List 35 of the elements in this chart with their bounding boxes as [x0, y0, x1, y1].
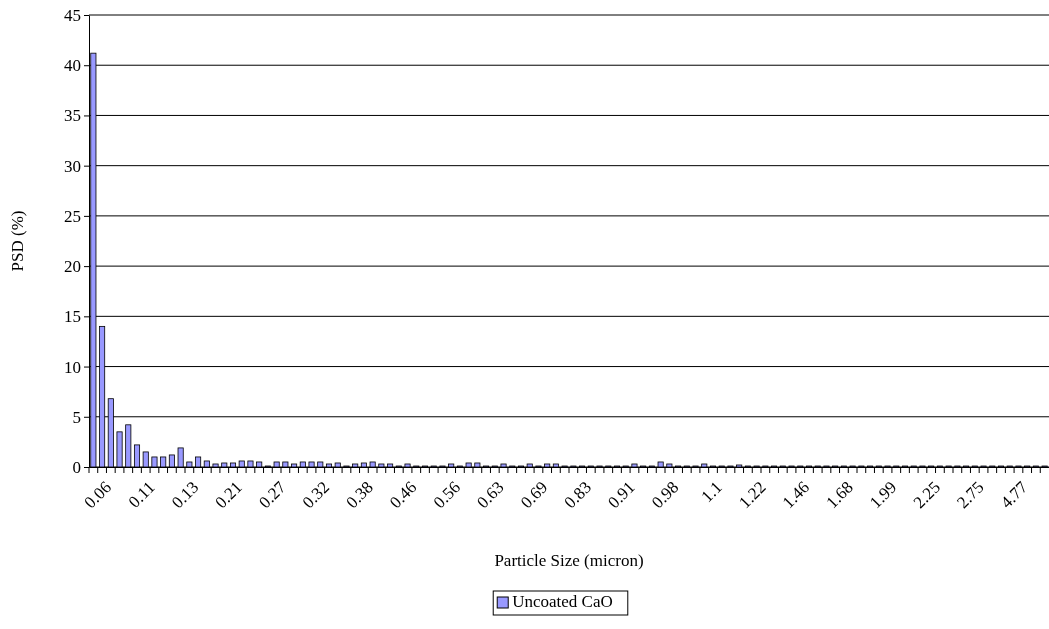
y-tick-label: 40 [64, 56, 81, 76]
x-tick-label: 0.98 [647, 477, 683, 513]
x-axis-title: Particle Size (micron) [494, 551, 644, 570]
x-tick-label: 4.77 [996, 477, 1032, 513]
x-tick-label: 0.63 [473, 477, 508, 513]
x-tick-label: 0.83 [560, 477, 595, 513]
x-tick-label: 0.13 [167, 477, 203, 513]
x-tick-label: 1.1 [697, 477, 726, 507]
x-tick-label: 0.11 [124, 477, 159, 512]
x-tick-label: 0.27 [255, 477, 290, 513]
x-tick-label: 1.22 [735, 477, 770, 513]
x-tick-label: 2.25 [909, 477, 945, 513]
x-tick-label: 1.99 [865, 477, 901, 513]
x-tick-label: 0.56 [429, 477, 465, 513]
x-tick-label: 0.69 [516, 477, 552, 513]
x-tick-label: 0.21 [211, 477, 246, 513]
x-tick-label: 2.75 [953, 477, 988, 513]
y-tick-label: 35 [64, 106, 81, 126]
x-tick-label: 0.91 [604, 477, 639, 513]
y-tick-label: 15 [64, 307, 81, 327]
y-tick-label: 5 [72, 407, 81, 427]
x-tick-label: 1.46 [778, 477, 814, 513]
y-tick-label: 20 [64, 257, 81, 277]
y-axis-title: PSD (%) [8, 210, 27, 272]
x-tick-label: 0.46 [385, 477, 421, 513]
y-tick-label: 10 [64, 357, 81, 377]
y-tick-label: 0 [72, 457, 81, 477]
x-tick-label: 1.68 [822, 477, 857, 513]
x-tick-label: 0.38 [342, 477, 377, 513]
y-tick-label: 45 [64, 5, 81, 25]
y-tick-label: 25 [64, 206, 81, 226]
y-tick-label: 30 [64, 156, 81, 176]
legend-label: Uncoated CaO [512, 592, 613, 611]
x-tick-label: 0.32 [298, 477, 334, 513]
x-tick-label: 0.06 [80, 477, 115, 513]
